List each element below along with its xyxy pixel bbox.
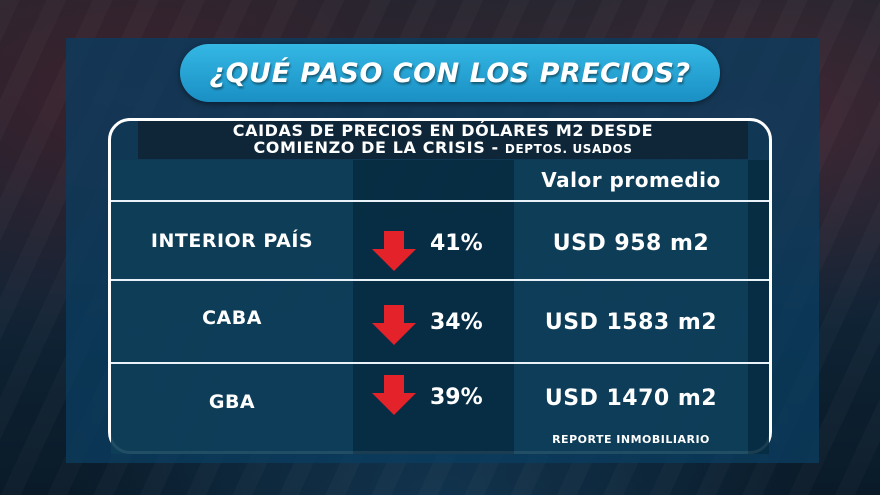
table-header: CAIDAS DE PRECIOS EN DÓLARES M2 DESDE CO…	[138, 121, 748, 159]
row-drop-percent: 39%	[430, 385, 483, 410]
row-divider	[111, 362, 769, 364]
row-average-value: USD 958 m2	[552, 231, 710, 256]
title-banner: ¿QUÉ PASO CON LOS PRECIOS?	[180, 44, 720, 102]
source-credit: REPORTE INMOBILIARIO	[552, 433, 710, 446]
arrow-down-icon	[372, 375, 416, 415]
row-drop-percent: 41%	[430, 231, 483, 256]
row-divider	[111, 200, 769, 202]
column-region	[111, 160, 353, 454]
table-header-line-2: COMIENZO DE LA CRISIS - Deptos. usados	[253, 139, 632, 158]
arrow-down-icon	[372, 305, 416, 345]
column-edge	[748, 160, 769, 454]
row-average-value: USD 1470 m2	[544, 386, 718, 411]
row-region-label: GBA	[208, 391, 256, 413]
row-region-label: INTERIOR PAÍS	[150, 230, 314, 252]
table-header-line-2-main: COMIENZO DE LA CRISIS -	[253, 138, 505, 157]
row-region-label: CABA	[202, 307, 262, 329]
table-header-line-1: CAIDAS DE PRECIOS EN DÓLARES M2 DESDE	[232, 121, 654, 140]
column-value	[514, 160, 748, 454]
row-drop-percent: 34%	[430, 310, 483, 335]
table-header-subnote: Deptos. usados	[504, 142, 633, 156]
arrow-down-icon	[372, 231, 416, 271]
column-drop	[353, 160, 514, 454]
page-title: ¿QUÉ PASO CON LOS PRECIOS?	[209, 57, 691, 89]
row-divider	[111, 279, 769, 281]
row-average-value: USD 1583 m2	[544, 310, 718, 335]
value-column-header: Valor promedio	[541, 168, 721, 192]
